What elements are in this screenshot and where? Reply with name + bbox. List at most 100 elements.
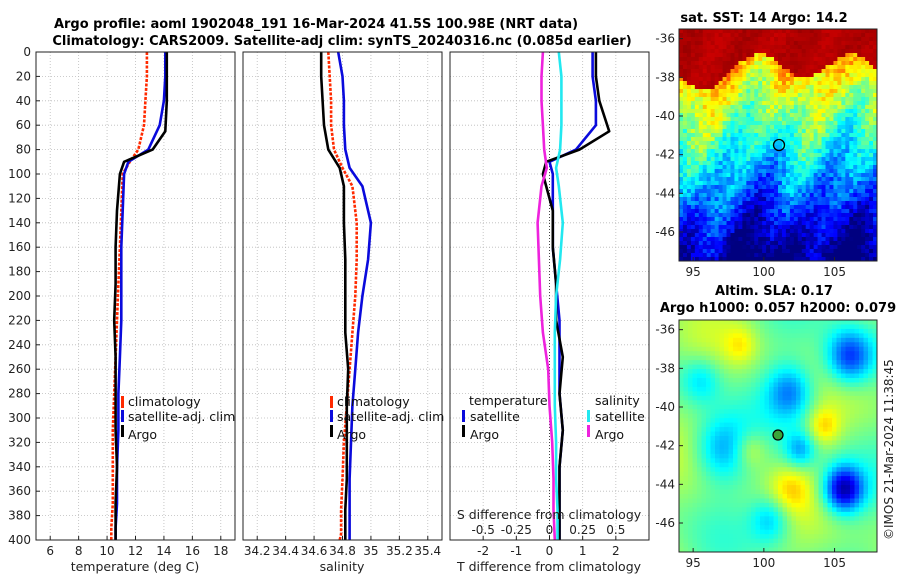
sla-cell — [837, 458, 842, 463]
sst-cell — [758, 161, 762, 165]
sla-cell — [697, 445, 702, 450]
sla-cell — [724, 449, 729, 454]
sla-cell — [742, 463, 747, 468]
sla-cell — [765, 445, 770, 450]
sst-cell — [790, 181, 794, 185]
x-tick-label: -2 — [477, 544, 489, 558]
sst-cell — [734, 69, 738, 73]
sst-cell — [822, 117, 826, 121]
sla-cell — [859, 378, 864, 383]
sla-cell — [823, 445, 828, 450]
sst-cell — [774, 185, 778, 189]
sst-cell — [707, 121, 711, 125]
sla-cell — [769, 405, 774, 410]
y-tick-label: 100 — [8, 167, 31, 181]
sst-cell — [695, 161, 699, 165]
sst-cell — [742, 245, 746, 249]
sst-cell — [695, 201, 699, 205]
sla-cell — [864, 454, 869, 459]
sla-cell — [868, 418, 873, 423]
sst-cell — [683, 237, 687, 241]
sst-cell — [861, 189, 865, 193]
sst-cell — [861, 209, 865, 213]
sla-cell — [760, 463, 765, 468]
sla-cell — [715, 324, 720, 329]
sla-cell — [706, 391, 711, 396]
sla-cell — [810, 342, 815, 347]
sst-cell — [766, 185, 770, 189]
sst-cell — [857, 197, 861, 201]
sla-cell — [846, 472, 851, 477]
sst-cell — [849, 165, 853, 169]
sst-cell — [758, 113, 762, 117]
sla-cell — [778, 454, 783, 459]
sst-cell — [822, 89, 826, 93]
sla-cell — [729, 503, 734, 508]
sla-cell — [747, 365, 752, 370]
sst-cell — [861, 77, 865, 81]
sla-cell — [679, 503, 684, 508]
sst-cell — [822, 197, 826, 201]
sla-cell — [832, 436, 837, 441]
sst-cell — [742, 77, 746, 81]
sla-cell — [733, 369, 738, 374]
sst-cell — [711, 89, 715, 93]
sst-cell — [794, 245, 798, 249]
sst-cell — [687, 121, 691, 125]
sla-cell — [837, 467, 842, 472]
sst-cell — [730, 65, 734, 69]
sla-cell — [846, 378, 851, 383]
sla-cell — [760, 440, 765, 445]
sst-cell — [849, 153, 853, 157]
sst-cell — [742, 209, 746, 213]
sst-cell — [723, 249, 727, 253]
sla-cell — [697, 405, 702, 410]
sst-cell — [719, 225, 723, 229]
sla-cell — [859, 360, 864, 365]
sst-cell — [679, 69, 683, 73]
sla-cell — [742, 374, 747, 379]
sst-cell — [853, 41, 857, 45]
sla-cell — [724, 467, 729, 472]
sst-cell — [810, 253, 814, 257]
sst-cell — [703, 105, 707, 109]
sst-cell — [742, 141, 746, 145]
sst-cell — [865, 149, 869, 153]
sla-cell — [846, 503, 851, 508]
sla-cell — [706, 445, 711, 450]
sst-cell — [687, 61, 691, 65]
sst-cell — [679, 53, 683, 57]
sst-cell — [683, 105, 687, 109]
sst-cell — [841, 149, 845, 153]
sst-cell — [723, 245, 727, 249]
sla-cell — [823, 436, 828, 441]
sst-cell — [691, 57, 695, 61]
sst-cell — [774, 53, 778, 57]
sla-cell — [697, 440, 702, 445]
sst-cell — [715, 233, 719, 237]
sla-cell — [859, 432, 864, 437]
sla-cell — [814, 463, 819, 468]
sla-cell — [711, 494, 716, 499]
sst-cell — [861, 29, 865, 33]
x-tick-label: 35 — [363, 544, 378, 558]
sst-cell — [853, 121, 857, 125]
sla-cell — [760, 498, 765, 503]
sst-cell — [814, 77, 818, 81]
sst-cell — [719, 221, 723, 225]
sst-cell — [762, 197, 766, 201]
sst-cell — [869, 49, 873, 53]
sst-cell — [818, 53, 822, 57]
sst-cell — [841, 129, 845, 133]
y-tick-label: 180 — [8, 265, 31, 279]
sla-cell — [684, 476, 689, 481]
sla-cell — [747, 485, 752, 490]
sst-cell — [829, 149, 833, 153]
sst-cell — [727, 37, 731, 41]
sst-cell — [869, 237, 873, 241]
sla-cell — [805, 494, 810, 499]
sla-cell — [841, 445, 846, 450]
sst-cell — [723, 53, 727, 57]
sla-cell — [684, 418, 689, 423]
sla-cell — [684, 400, 689, 405]
